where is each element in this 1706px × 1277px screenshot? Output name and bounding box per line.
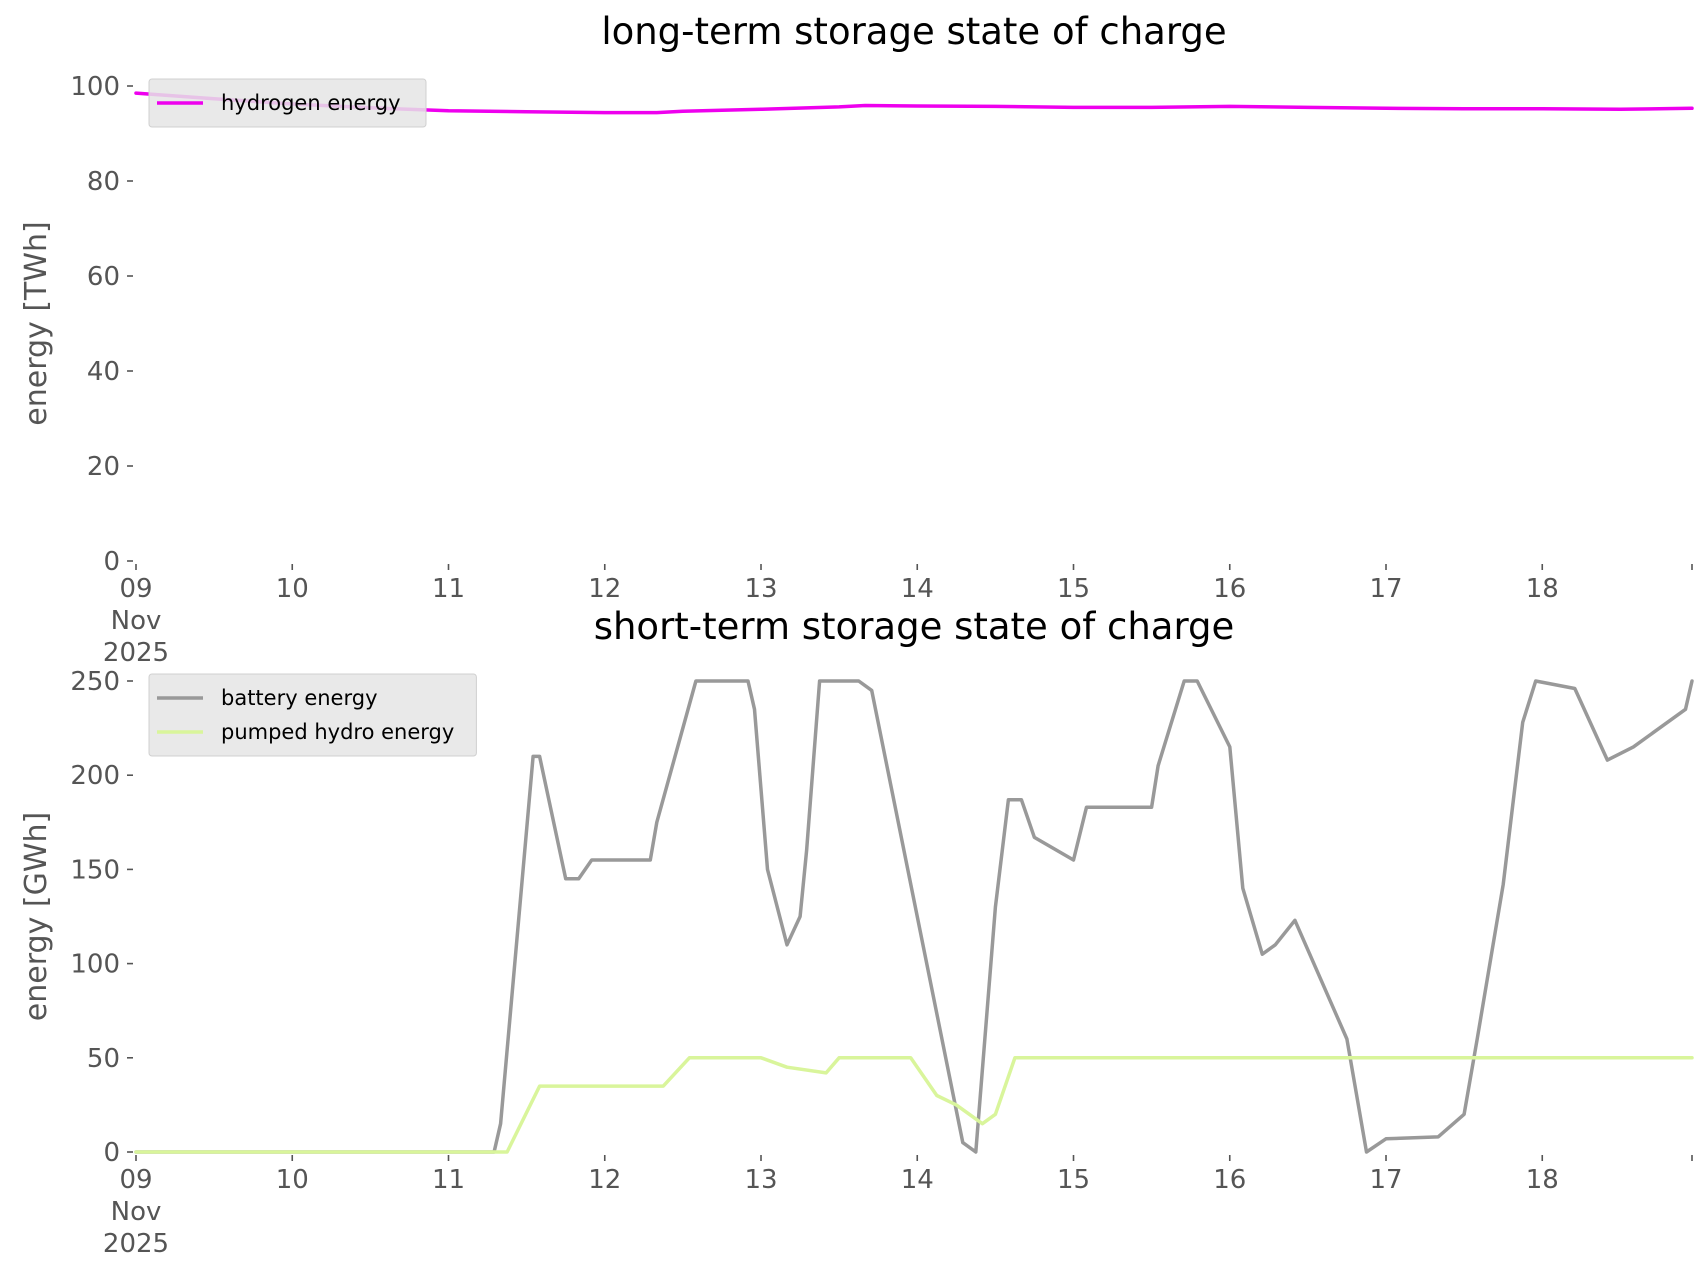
chart-1-xtick-label: 11: [432, 1165, 465, 1195]
chart-1-xtick-label: 13: [744, 1165, 777, 1195]
chart-1-xtick-sublabel: Nov: [111, 1197, 162, 1227]
chart-0-legend-label: hydrogen energy: [221, 91, 401, 115]
chart-1-ytick-label: 200: [70, 761, 120, 791]
chart-0-xtick-label: 10: [276, 574, 309, 604]
chart-0-ytick-label: 80: [87, 167, 120, 197]
chart-0-xtick-label: 15: [1057, 574, 1090, 604]
chart-1-legend-label: pumped hydro energy: [221, 720, 454, 744]
short-term-storage-chart: short-term storage state of charge energy…: [19, 605, 1694, 1259]
chart-1-title: short-term storage state of charge: [594, 605, 1235, 648]
chart-1-legend-label: battery energy: [221, 686, 378, 710]
chart-1-ytick-label: 0: [103, 1138, 120, 1168]
chart-1-xtick-label: 14: [901, 1165, 934, 1195]
chart-0-title: long-term storage state of charge: [601, 10, 1226, 53]
chart-1-series-battery-energy: [134, 679, 1694, 1154]
chart-0-xtick-label: 09: [119, 574, 152, 604]
chart-0-ylabel: energy [TWh]: [19, 221, 54, 425]
chart-1-legend-box: [148, 673, 477, 757]
chart-0-legend-box: [148, 78, 427, 128]
chart-0-xtick-label: 17: [1369, 574, 1402, 604]
chart-1-xtick-label: 10: [276, 1165, 309, 1195]
chart-0-xtick-sublabel: Nov: [111, 606, 162, 636]
chart-1-xtick-sublabel: 2025: [103, 1229, 169, 1259]
chart-0-ytick-label: 40: [87, 357, 120, 387]
chart-0-xtick-label: 12: [588, 574, 621, 604]
chart-0-xtick-label: 13: [744, 574, 777, 604]
chart-0-xtick-label: 16: [1213, 574, 1246, 604]
chart-1-ytick-label: 150: [70, 855, 120, 885]
chart-0-ytick-label: 100: [70, 72, 120, 102]
chart-1-xtick-label: 16: [1213, 1165, 1246, 1195]
chart-1-ytick-label: 250: [70, 667, 120, 697]
chart-0-ytick-label: 0: [103, 547, 120, 577]
chart-0-ytick-label: 60: [87, 262, 120, 292]
chart-1-xtick-label: 12: [588, 1165, 621, 1195]
chart-0-legend: hydrogen energy: [148, 78, 427, 128]
chart-1-ylabel: energy [GWh]: [19, 812, 54, 1021]
chart-1-xtick-label: 17: [1369, 1165, 1402, 1195]
chart-1-xtick-label: 09: [119, 1165, 152, 1195]
chart-1-series-pumped-hydro-energy: [134, 1056, 1694, 1154]
chart-1-ytick-label: 50: [87, 1044, 120, 1074]
chart-0-xtick-label: 18: [1526, 574, 1559, 604]
chart-1-xtick-label: 18: [1526, 1165, 1559, 1195]
chart-1-legend: battery energy pumped hydro energy: [148, 673, 477, 757]
chart-0-ytick-label: 20: [87, 452, 120, 482]
chart-1-ytick-label: 100: [70, 950, 120, 980]
chart-1-xtick-label: 15: [1057, 1165, 1090, 1195]
chart-0-xtick-label: 14: [901, 574, 934, 604]
chart-0-xtick-label: 11: [432, 574, 465, 604]
long-term-storage-chart: long-term storage state of charge energy …: [19, 10, 1694, 668]
chart-0-xtick-sublabel: 2025: [103, 638, 169, 668]
